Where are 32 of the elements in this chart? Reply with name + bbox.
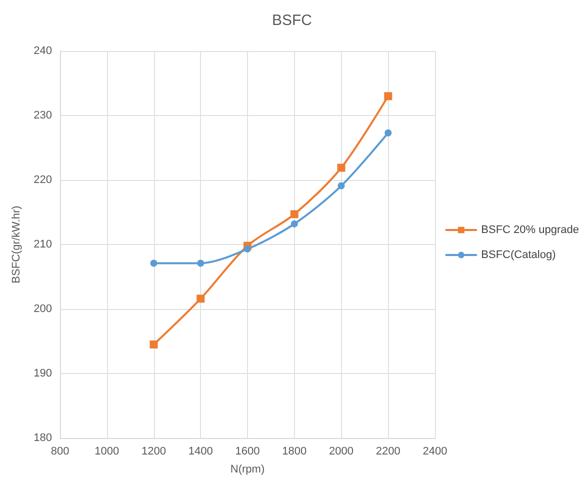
point (196, 294, 205, 303)
point (150, 260, 158, 267)
point (290, 220, 298, 228)
point (338, 182, 345, 190)
x-tick-label: 1000 (94, 446, 120, 458)
y-tick-label: 210 (34, 238, 52, 250)
y-tick-label: 240 (34, 45, 52, 57)
x-tick-label: 1200 (142, 446, 166, 458)
legend-label: BSFC(Catalog) (481, 249, 556, 261)
x-tick-label: 1400 (188, 446, 213, 458)
x-axis-title: N(rpm) (230, 464, 265, 476)
point (150, 340, 158, 348)
y-tick-label: 200 (34, 303, 52, 315)
x-tick-label: 2000 (329, 446, 354, 458)
point (197, 260, 204, 267)
chart-title: BSFC (272, 12, 312, 29)
x-tick-label: 800 (50, 446, 70, 458)
point (384, 129, 392, 136)
x-tick-label: 2200 (376, 446, 400, 458)
y-tick-label: 230 (34, 110, 52, 122)
point (384, 92, 392, 100)
legend-label: BSFC 20% upgrade (481, 224, 580, 236)
x-tick-label: 1600 (235, 446, 260, 458)
point (244, 246, 251, 253)
y-tick-label: 190 (34, 368, 52, 380)
point (290, 210, 298, 218)
x-tick-label: 2400 (422, 446, 448, 458)
x-tick-label: 1800 (282, 446, 307, 458)
y-tick-label: 180 (34, 432, 52, 444)
y-axis-title: BSFC(gr/kW.hr) (10, 206, 22, 284)
point (337, 164, 346, 172)
y-tick-label: 220 (34, 174, 52, 186)
